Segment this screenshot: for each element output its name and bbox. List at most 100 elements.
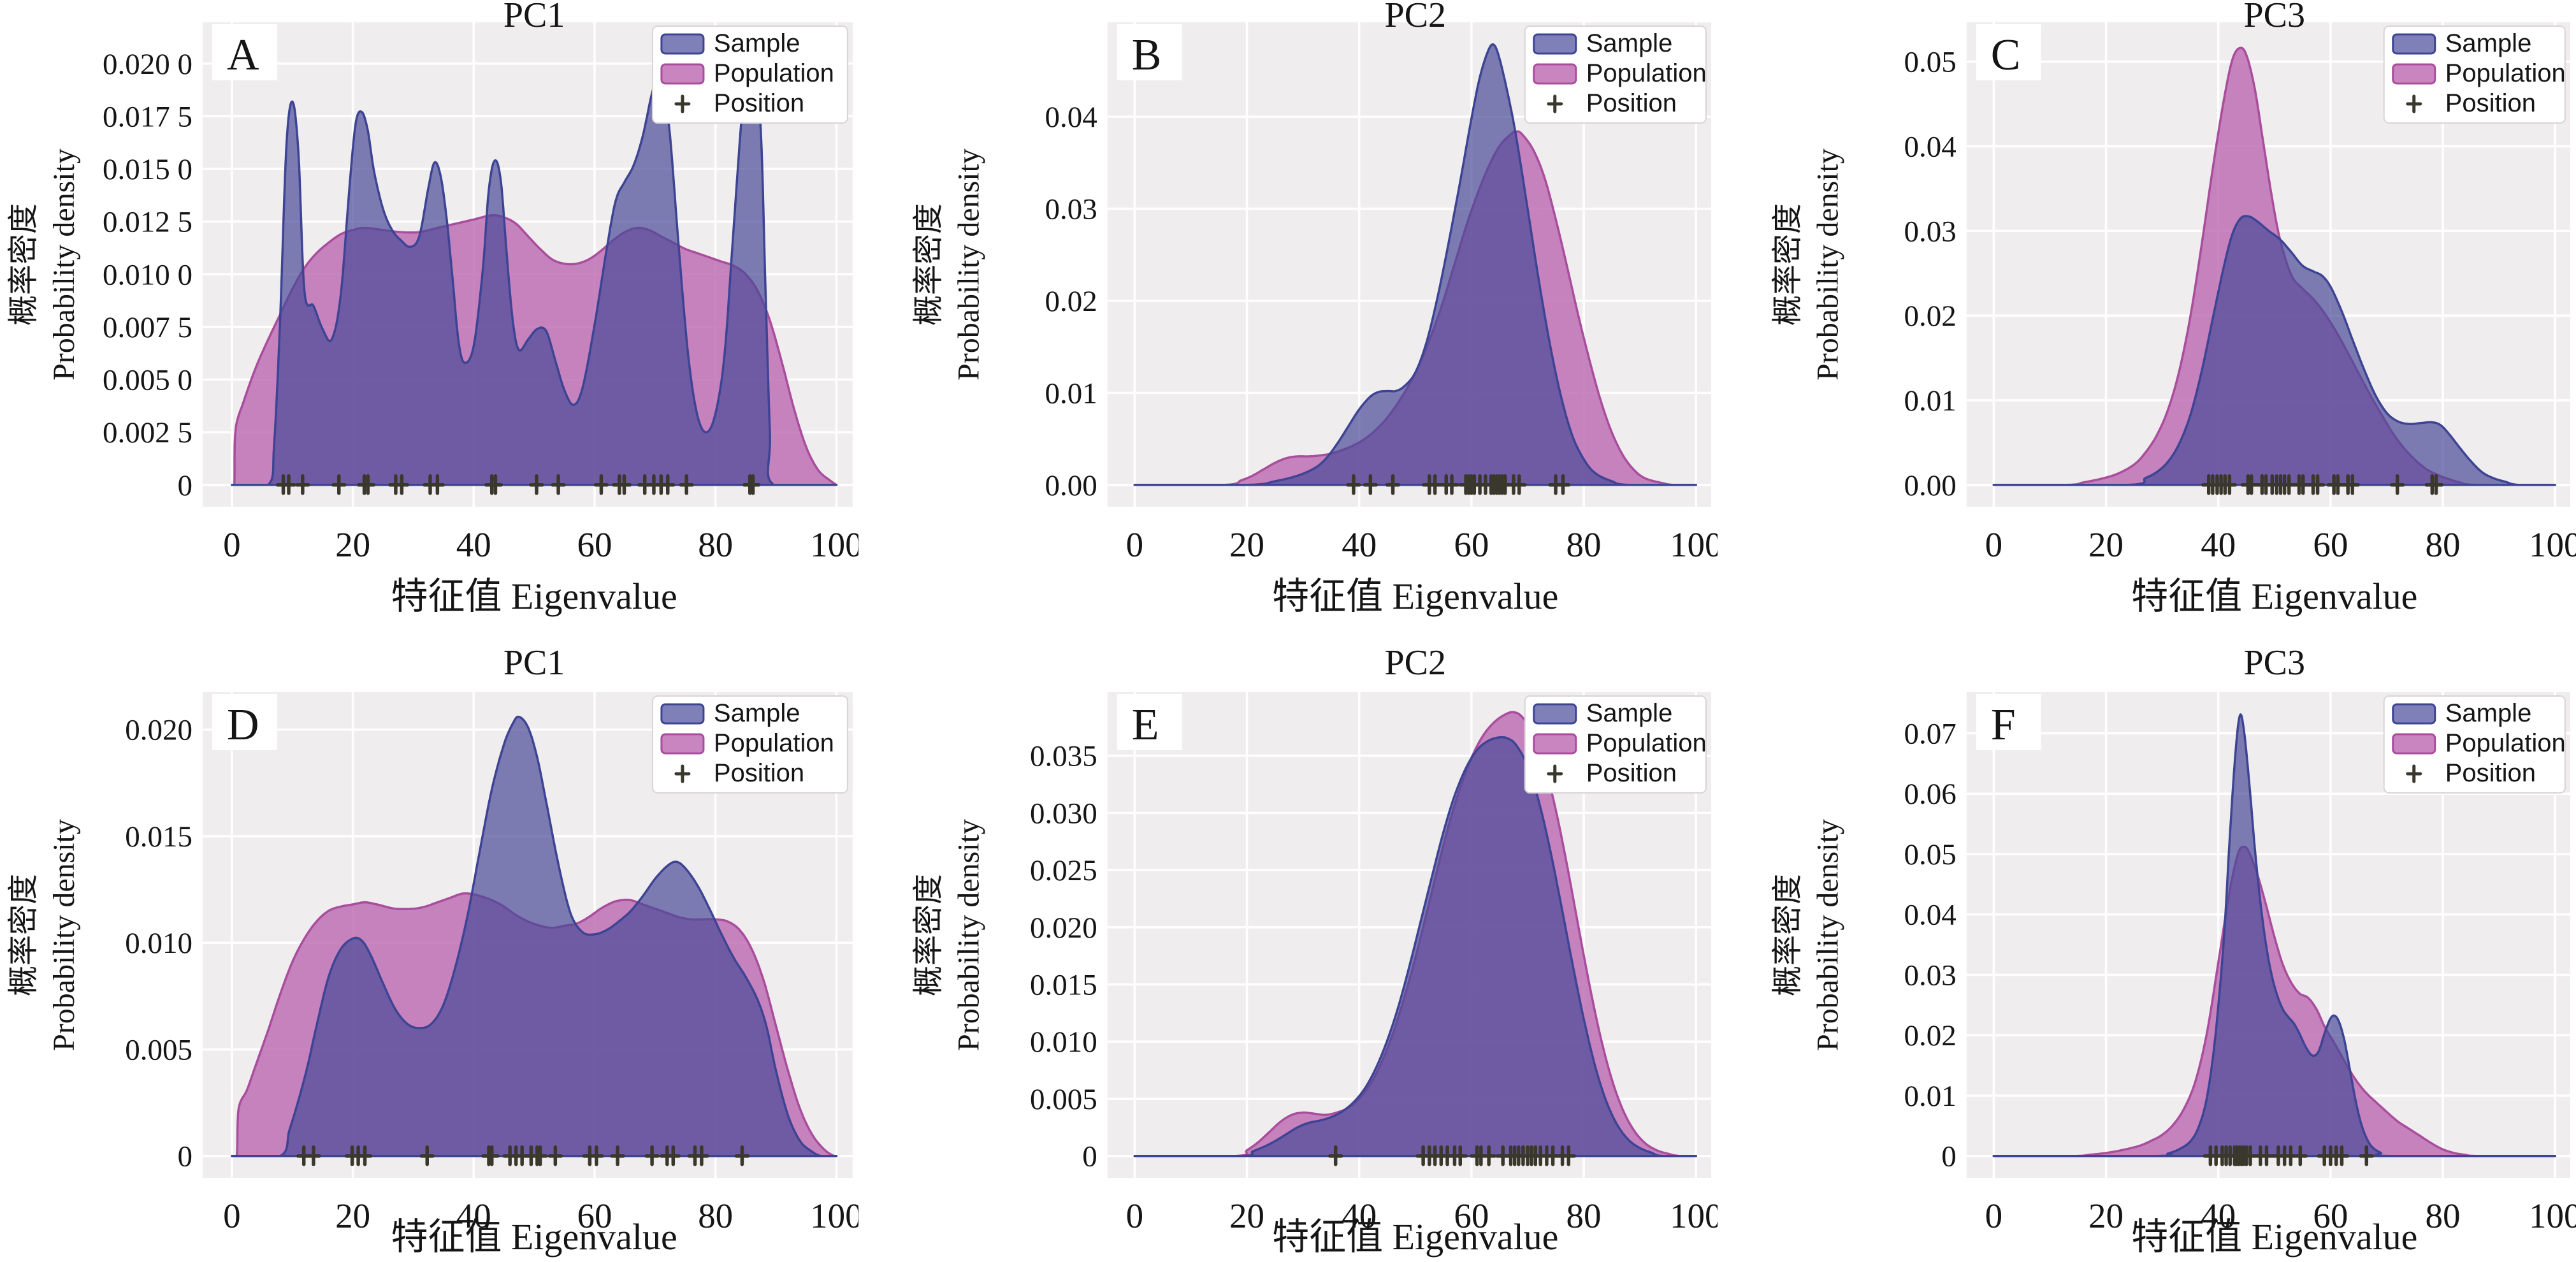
x-tick-label: 100: [810, 1196, 858, 1235]
x-tick-label: 100: [1670, 1196, 1717, 1235]
y-tick-label: 0.007 5: [103, 311, 192, 344]
x-tick-label: 80: [698, 1196, 733, 1235]
legend-label: Sample: [714, 699, 800, 727]
panel-letter: B: [1132, 31, 1162, 80]
y-axis-label-en: Probability density: [1811, 149, 1844, 381]
y-tick-label: 0.03: [1904, 215, 1956, 248]
y-tick-label: 0.03: [1045, 193, 1097, 226]
legend-label: Position: [2445, 759, 2535, 787]
panel-F-svg: F PC3 0.07 0.06 0.05 0.04 0.03 0.02 0.01 00 20 40 60…: [1770, 643, 2576, 1258]
x-axis-label: 特征值 Eigenvalue: [2131, 576, 2417, 617]
y-tick-label: 0.035: [1030, 740, 1097, 773]
panel-title: PC1: [503, 0, 565, 35]
y-tick-label: 0.010: [125, 927, 192, 960]
sample-curve: [231, 68, 838, 486]
panel-letter: A: [227, 31, 259, 80]
x-tick-label: 0: [1126, 525, 1144, 564]
x-tick-label: 80: [1567, 525, 1602, 564]
legend-population-patch: [1533, 733, 1577, 755]
legend-sample-patch: [2391, 33, 2436, 55]
x-axis-label: 特征值 Eigenvalue: [1272, 576, 1558, 617]
x-tick-label: 40: [2201, 525, 2236, 564]
x-tick-label: 0: [223, 1196, 241, 1235]
y-axis-label-cn: 概率密度: [912, 203, 946, 326]
legend-position-marker-icon: [2405, 764, 2422, 783]
x-tick-label: 0: [1985, 525, 2002, 564]
x-tick-label: 60: [577, 1196, 612, 1235]
panel-B: B PC2 0.04 0.03 0.02 0.01 0.00 0 20 40 60 80 100 特征值 …: [858, 0, 1718, 631]
y-tick-label: 0.06: [1904, 778, 1956, 811]
x-tick-label: 20: [1229, 1196, 1264, 1235]
panel-letter-box: [1976, 24, 2041, 81]
y-tick-label: 0.015 0: [103, 153, 192, 186]
y-tick-label: 0.02: [1045, 285, 1097, 318]
y-tick-label: 0: [177, 1140, 192, 1173]
y-tick-label: 0.005: [1030, 1083, 1097, 1116]
panel-C-svg: C PC3 0.05 0.04 0.03 0.02 0.01 0.00 0 20 40 60 80 100…: [1770, 0, 2576, 617]
y-axis-label-cn: 概率密度: [7, 874, 41, 996]
y-tick-label: 0.01: [1045, 377, 1097, 410]
x-tick-label: 80: [2425, 525, 2460, 564]
x-axis-label: 特征值 Eigenvalue: [391, 576, 677, 617]
x-tick-label: 40: [456, 1196, 491, 1235]
y-tick-label: 0.010: [1030, 1026, 1097, 1059]
y-tick-label: 0.030: [1030, 797, 1097, 830]
y-axis-label-cn: 概率密度: [1770, 874, 1804, 996]
rug-marks: [1346, 474, 1571, 495]
rug-marks: [296, 1145, 750, 1166]
panel-letter-box: [212, 694, 277, 751]
legend-label: Sample: [1586, 699, 1673, 727]
y-tick-label: 0.010 0: [103, 258, 192, 291]
y-tick-label: 0.05: [1904, 46, 1956, 79]
x-tick-label: 20: [2088, 525, 2124, 564]
y-tick-label: 0.00: [1904, 469, 1956, 502]
legend-sample-patch: [1533, 33, 1577, 55]
sample-curve: [1133, 736, 1698, 1157]
legend-label: Position: [1586, 759, 1677, 787]
y-tick-label: 0.020: [1030, 911, 1097, 945]
legend-label: Sample: [1586, 29, 1673, 57]
panel-letter: E: [1132, 700, 1159, 750]
x-tick-label: 0: [1985, 1196, 2002, 1235]
y-tick-label: 0.02: [1904, 1019, 1956, 1052]
y-tick-label: 0.01: [1904, 1080, 1956, 1113]
legend-sample-patch: [660, 703, 705, 725]
legend-label: Sample: [2445, 699, 2531, 727]
panel-title: PC3: [2243, 0, 2305, 35]
x-tick-label: 20: [335, 525, 370, 564]
panel-E: E PC2 0.035 0.030 0.025 0.020 0.015 0.010 0.005 0…: [858, 631, 1718, 1262]
y-tick-label: 0.04: [1904, 899, 1956, 932]
y-tick-label: 0.025: [1030, 854, 1097, 887]
panel-D-svg: D PC1 0.020 0.015 0.010 0.005 00 20 40 60 80 100 特征值…: [7, 643, 859, 1258]
y-tick-label: 0.01: [1904, 384, 1956, 417]
x-axis-label: 特征值 Eigenvalue: [1272, 1216, 1558, 1258]
legend-label: Sample: [2445, 29, 2531, 57]
y-tick-label: 0.012 5: [103, 206, 192, 239]
sample-curve: [1133, 43, 1698, 486]
legend-population-patch: [1533, 63, 1577, 85]
y-tick-label: 0.005 0: [103, 364, 192, 397]
x-tick-label: 100: [2529, 1196, 2576, 1235]
x-tick-label: 80: [1567, 1196, 1602, 1235]
legend-label: Population: [714, 59, 834, 87]
y-axis-label-cn: 概率密度: [1770, 203, 1804, 326]
legend-position-marker-icon: [674, 94, 691, 113]
y-tick-label: 0.017 5: [103, 100, 192, 133]
legend-label: Population: [1586, 59, 1707, 87]
y-axis-label-en: Probability density: [1811, 819, 1844, 1051]
x-tick-label: 100: [1670, 525, 1717, 564]
panel-B-svg: B PC2 0.04 0.03 0.02 0.01 0.00 0 20 40 60 80 100 特征值 …: [912, 0, 1718, 617]
legend-sample-patch: [2391, 703, 2436, 725]
y-tick-label: 0.020: [125, 714, 192, 747]
y-tick-label: 0.015: [1030, 969, 1097, 1002]
rug-marks: [275, 474, 761, 495]
y-axis-label-cn: 概率密度: [912, 874, 946, 996]
panel-E-svg: E PC2 0.035 0.030 0.025 0.020 0.015 0.010 0.005 0…: [912, 643, 1718, 1258]
panel-D: D PC1 0.020 0.015 0.010 0.005 0 0 20 40 60 80 100 特征值…: [0, 631, 859, 1262]
panel-letter-box: [1117, 694, 1183, 751]
legend-label: Sample: [714, 29, 800, 57]
x-tick-label: 80: [698, 525, 733, 564]
panel-letter-box: [1976, 694, 2041, 751]
